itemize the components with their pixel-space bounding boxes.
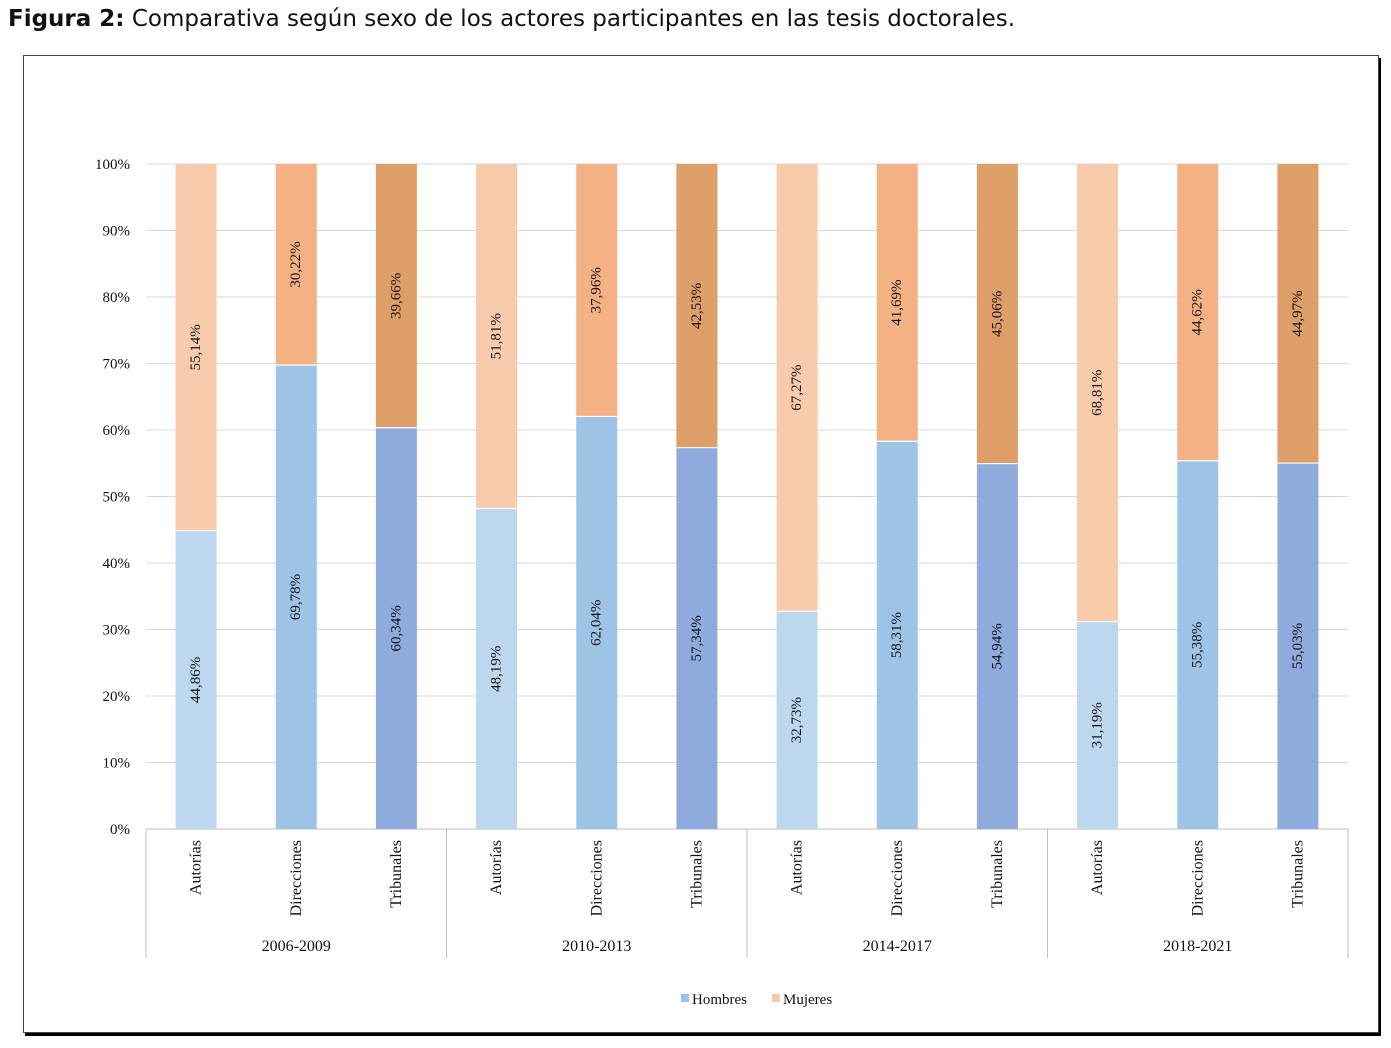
data-label-hombres: 60,34% (388, 605, 404, 651)
x-category-label: Autorías (789, 840, 806, 895)
y-tick-label: 20% (103, 689, 131, 705)
bar-mujeres (375, 164, 417, 428)
bar-hombres (1277, 463, 1319, 829)
y-tick-label: 100% (95, 157, 130, 173)
x-group-label: 2006-2009 (262, 938, 331, 955)
bar-hombres (476, 508, 518, 829)
data-label-hombres: 62,04% (589, 600, 605, 646)
y-tick-label: 70% (103, 357, 131, 373)
bar-mujeres (275, 164, 317, 365)
legend-label: Mujeres (783, 992, 832, 1008)
bar-mujeres (876, 164, 918, 442)
bar-mujeres (1277, 164, 1319, 464)
legend-swatch (681, 994, 689, 1002)
y-tick-label: 50% (103, 490, 131, 506)
x-category-label: Autorías (1089, 840, 1106, 895)
bar-hombres (175, 530, 217, 829)
data-label-hombres: 32,73% (789, 697, 805, 743)
x-category-label: Autorías (488, 840, 505, 895)
caption-text: Comparativa según sexo de los actores pa… (131, 6, 1016, 32)
gridlines (146, 163, 1348, 830)
data-label-mujeres: 44,62% (1190, 289, 1206, 335)
x-category-label: Tribunales (388, 840, 405, 908)
data-label-hombres: 58,31% (889, 612, 905, 658)
x-group-label: 2014-2017 (863, 938, 932, 955)
bar-hombres (275, 364, 317, 829)
x-category-label: Tribunales (989, 840, 1006, 908)
legend: Hombres Mujeres (681, 992, 832, 1008)
y-tick-label: 30% (103, 623, 131, 639)
x-category-label: Direcciones (889, 840, 906, 916)
bar-mujeres (1077, 164, 1119, 622)
bar-hombres (375, 427, 417, 829)
data-label-mujeres: 41,69% (889, 279, 905, 325)
caption-lead: Figura 2: (8, 6, 125, 32)
y-axis: 0% 10% 20% 30% 40% 50% 60% 70% 80% 90% 100% (95, 157, 130, 838)
bars: 44,86% 55,14% 69,78% 30,22% 60,34% 39,66% 48,1… (175, 164, 1319, 829)
bar-hombres (976, 463, 1018, 829)
bar-mujeres (676, 164, 718, 448)
data-label-mujeres: 44,97% (1290, 290, 1306, 336)
y-tick-label: 60% (103, 423, 131, 439)
y-tick-label: 40% (103, 556, 131, 572)
y-tick-label: 80% (103, 290, 131, 306)
data-label-hombres: 55,03% (1290, 623, 1306, 669)
x-group-label: 2018-2021 (1163, 938, 1232, 955)
bar-mujeres (476, 164, 518, 509)
data-label-mujeres: 42,53% (689, 283, 705, 329)
bar-hombres (676, 447, 718, 829)
bar-hombres (1177, 460, 1219, 829)
y-tick-label: 10% (103, 756, 131, 772)
bar-mujeres (1177, 164, 1219, 461)
x-category-label: Tribunales (688, 840, 705, 908)
bar-hombres (1077, 621, 1119, 829)
data-label-mujeres: 51,81% (489, 313, 505, 359)
data-label-mujeres: 67,27% (789, 365, 805, 411)
data-label-hombres: 44,86% (188, 657, 204, 703)
legend-label: Hombres (692, 992, 747, 1008)
legend-swatch (772, 994, 780, 1002)
data-label-hombres: 54,94% (989, 623, 1005, 669)
y-tick-label: 0% (110, 822, 130, 838)
bar-hombres (576, 416, 618, 829)
data-label-hombres: 57,34% (689, 615, 705, 661)
data-label-hombres: 69,78% (288, 574, 304, 620)
x-category-label: Direcciones (588, 840, 605, 916)
x-group-label: 2010-2013 (562, 938, 631, 955)
data-label-hombres: 55,38% (1190, 622, 1206, 668)
data-label-hombres: 31,19% (1090, 702, 1106, 748)
bar-mujeres (976, 164, 1018, 464)
data-label-mujeres: 37,96% (589, 267, 605, 313)
y-tick-label: 90% (103, 224, 131, 240)
bar-mujeres (576, 164, 618, 417)
x-category-label: Direcciones (1189, 840, 1206, 916)
data-label-hombres: 48,19% (489, 646, 505, 692)
data-label-mujeres: 39,66% (388, 273, 404, 319)
data-label-mujeres: 45,06% (989, 291, 1005, 337)
data-label-mujeres: 30,22% (288, 241, 304, 287)
bar-mujeres (175, 164, 217, 531)
x-category-label: Autorías (188, 840, 205, 895)
bar-hombres (776, 611, 818, 829)
x-category-label: Tribunales (1289, 840, 1306, 908)
x-category-label: Direcciones (288, 840, 305, 916)
figure-caption: Figura 2: Comparativa según sexo de los … (8, 6, 1015, 32)
data-label-mujeres: 55,14% (188, 324, 204, 370)
bar-hombres (876, 441, 918, 829)
data-label-mujeres: 68,81% (1090, 370, 1106, 416)
bar-mujeres (776, 164, 818, 612)
x-axis: Autorías Direcciones Tribunales Autorías Dir… (145, 829, 1349, 958)
